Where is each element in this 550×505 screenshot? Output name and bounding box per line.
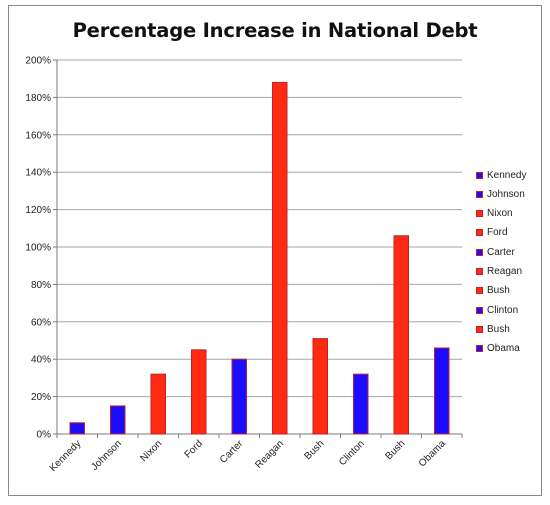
- legend-label: Bush: [487, 285, 510, 297]
- legend-item: Reagan: [476, 265, 522, 279]
- legend-swatch: [476, 345, 483, 353]
- legend-item: Nixon: [476, 207, 513, 221]
- legend-item: Clinton: [476, 303, 518, 317]
- chart-title: Percentage Increase in National Debt: [72, 19, 478, 42]
- y-tick-label: 20%: [31, 392, 51, 403]
- x-tick-label: Reagan: [253, 438, 286, 471]
- legend-swatch: [476, 248, 483, 256]
- legend-label: Johnson: [487, 188, 525, 200]
- legend-item: Obama: [476, 342, 520, 356]
- legend-item: Johnson: [476, 187, 525, 201]
- legend-swatch: [476, 306, 483, 314]
- x-tick-label: Nixon: [139, 438, 165, 464]
- y-tick-label: 180%: [25, 93, 51, 104]
- y-tick-label: 120%: [25, 205, 51, 216]
- legend-label: Obama: [487, 343, 520, 355]
- bar-obama: [434, 347, 450, 435]
- legend-label: Ford: [487, 227, 508, 239]
- bar-ford: [191, 349, 207, 435]
- y-tick-label: 160%: [25, 130, 51, 141]
- x-tick-label: Ford: [183, 438, 205, 460]
- x-tick-label: Obama: [417, 438, 448, 469]
- y-tick-label: 80%: [31, 280, 51, 291]
- y-tick-label: 40%: [31, 355, 51, 366]
- legend-swatch: [476, 229, 483, 237]
- legend-item: Ford: [476, 226, 508, 240]
- y-tick-label: 140%: [25, 168, 51, 179]
- x-tick-label: Clinton: [337, 438, 367, 468]
- bar-clinton: [353, 373, 369, 435]
- legend-label: Bush: [487, 323, 510, 335]
- bar-carter: [231, 358, 247, 435]
- bar-reagan: [272, 81, 288, 435]
- bar-bush: [393, 235, 409, 435]
- y-tick-label: 0%: [37, 430, 52, 441]
- bar-bush: [312, 338, 328, 435]
- legend-swatch: [476, 171, 483, 179]
- y-tick-label: 60%: [31, 317, 51, 328]
- legend-label: Reagan: [487, 266, 523, 277]
- x-tick-label: Kennedy: [48, 438, 84, 474]
- legend-label: Kennedy: [487, 169, 527, 181]
- chart-frame: [8, 5, 542, 496]
- legend-item: Bush: [476, 322, 510, 336]
- legend-label: Carter: [487, 246, 515, 258]
- x-tick-label: Carter: [218, 438, 246, 466]
- y-tick-label: 200%: [25, 56, 51, 67]
- legend-swatch: [476, 325, 483, 333]
- legend-item: Bush: [476, 284, 510, 298]
- legend-swatch: [476, 268, 483, 275]
- x-tick-label: Bush: [302, 438, 326, 462]
- legend-label: Nixon: [487, 208, 513, 220]
- y-tick-label: 100%: [25, 243, 51, 254]
- legend-item: Kennedy: [476, 168, 526, 182]
- x-tick-label: Bush: [383, 438, 407, 462]
- bar-nixon: [150, 373, 166, 435]
- legend-item: Carter: [476, 245, 515, 259]
- legend-swatch: [476, 287, 483, 295]
- legend-label: Clinton: [487, 304, 519, 316]
- legend-swatch: [476, 210, 483, 218]
- bar-kennedy: [69, 422, 85, 435]
- bar-johnson: [110, 405, 126, 435]
- legend-swatch: [476, 190, 483, 198]
- x-tick-label: Johnson: [89, 438, 124, 473]
